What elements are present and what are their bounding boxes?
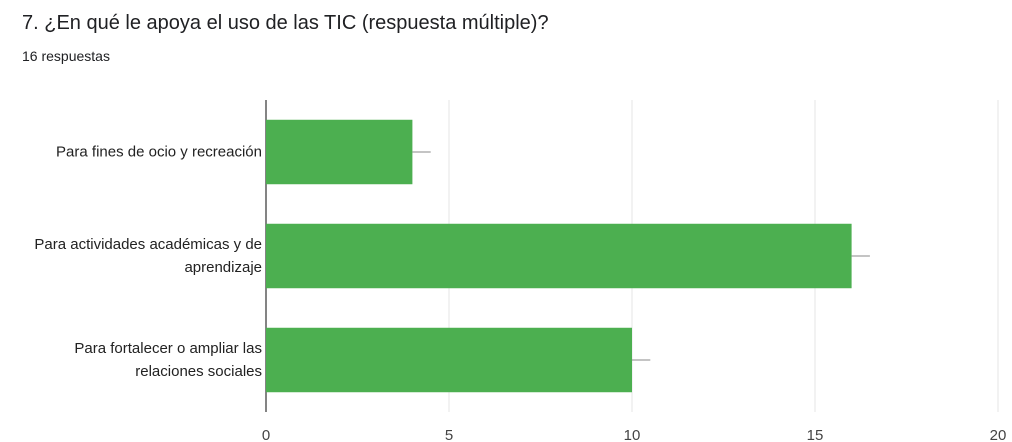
x-tick-label: 0 bbox=[262, 427, 270, 442]
x-tick-label: 15 bbox=[807, 427, 824, 442]
bar bbox=[266, 327, 632, 393]
x-tick-label: 5 bbox=[445, 427, 453, 442]
y-tick-label: Para fortalecer o ampliar las relaciones… bbox=[74, 340, 262, 380]
y-tick-label: Para fines de ocio y recreación bbox=[56, 143, 262, 161]
x-tick-label: 20 bbox=[990, 427, 1007, 442]
chart-subtitle: 16 respuestas bbox=[22, 48, 110, 64]
chart-title: 7. ¿En qué le apoya el uso de las TIC (r… bbox=[22, 12, 549, 34]
x-tick-label: 10 bbox=[624, 427, 641, 442]
bar bbox=[266, 223, 852, 289]
bar bbox=[266, 119, 413, 185]
y-tick-label: Para actividades académicas y de aprendi… bbox=[34, 236, 262, 276]
